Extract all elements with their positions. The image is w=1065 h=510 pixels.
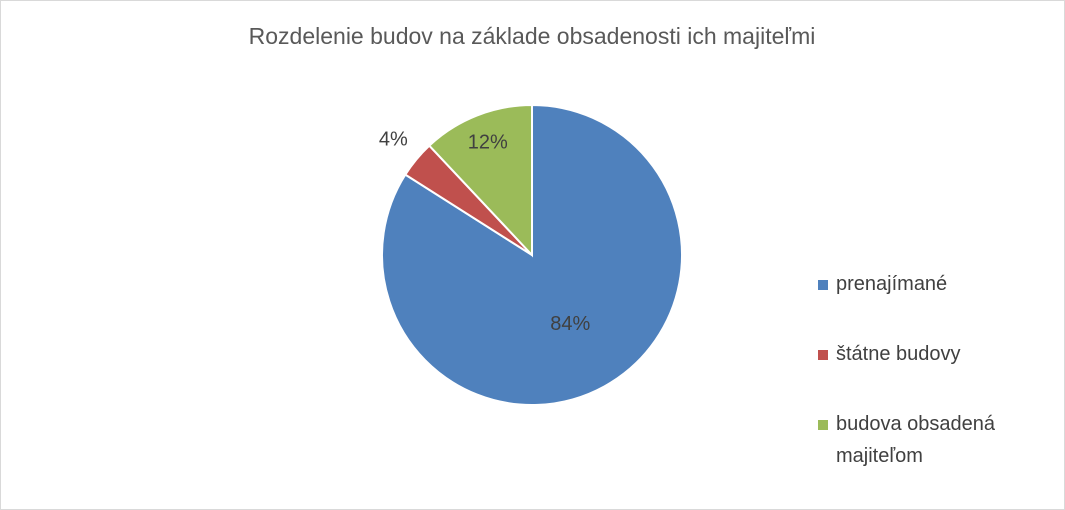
data-label: 4% xyxy=(379,129,408,151)
legend-swatch xyxy=(818,350,828,360)
pie-slice xyxy=(427,103,533,258)
legend-label: prenajímané xyxy=(836,273,948,295)
legend-item: budova obsadená majiteľom xyxy=(818,408,1018,472)
legend: prenajímané štátne budovy budova obsadená … xyxy=(818,268,1018,510)
legend-label: budova obsadená majiteľom xyxy=(836,413,996,467)
legend-item: prenajímané xyxy=(818,268,1018,300)
legend-swatch xyxy=(818,420,828,430)
legend-swatch xyxy=(818,280,828,290)
legend-label: štátne budovy xyxy=(836,343,961,365)
chart-title: Rozdelenie budov na základe obsadenosti … xyxy=(249,23,816,49)
legend-item: štátne budovy xyxy=(818,338,1018,370)
data-label: 12% xyxy=(468,132,508,154)
data-label: 84% xyxy=(550,313,590,335)
